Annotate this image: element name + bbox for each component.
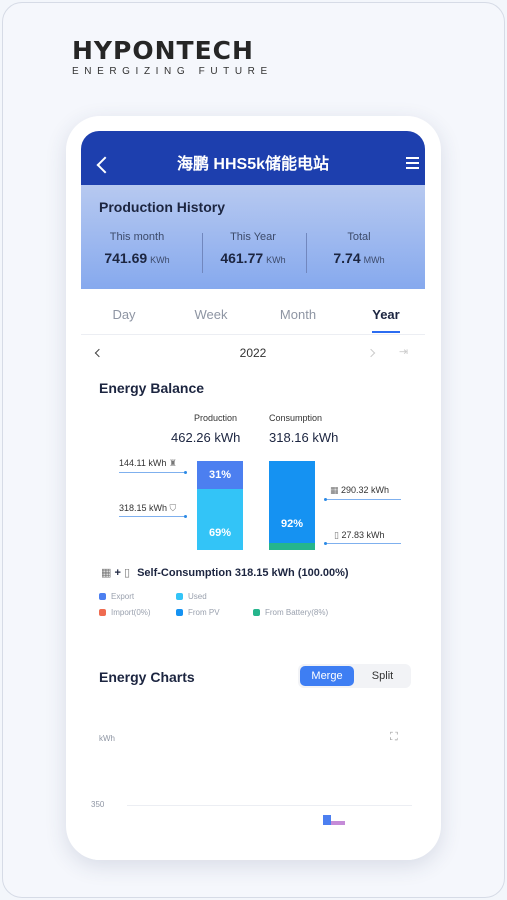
bar-segment-export: 31% (197, 461, 243, 489)
divider (306, 233, 307, 273)
solar-panel-icon: ▦ (101, 567, 112, 579)
divider (202, 233, 203, 273)
bar-segment-from-pv: 92% (269, 461, 315, 543)
brand-tagline: ENERGIZING FUTURE (72, 66, 273, 77)
stat-label: Total (347, 231, 371, 243)
brand-logo: HYPONTECH (72, 36, 254, 65)
battery-icon: ▯ (334, 530, 339, 540)
chart-unit-label: kWh (99, 734, 115, 743)
tab-week[interactable]: Week (194, 307, 228, 322)
app-header: 海鹏 HHS5k储能电站 (81, 131, 425, 185)
brand: HYPONTECH ENERGIZING FUTURE (72, 36, 273, 78)
connector-dot (324, 498, 327, 501)
production-history-card: Production History This month 741.69 KWh … (81, 185, 425, 289)
pv-kwh-label: ▦ 290.32 kWh (330, 485, 390, 495)
grid-tower-icon: ♜ (168, 458, 177, 468)
stat-total: Total 7.74 MWh (303, 231, 415, 266)
shield-icon: ⛉ (169, 503, 177, 513)
y-tick-label: 350 (91, 800, 105, 809)
chart-bar-used (331, 821, 345, 825)
export-kwh-label: 144.11 kWh ♜ (119, 458, 177, 468)
stat-value: 7.74 MWh (333, 250, 385, 266)
legend-import: Import(0%) (99, 608, 151, 617)
production-history-title: Production History (99, 199, 226, 215)
active-tab-indicator (372, 331, 400, 333)
app-screen: 海鹏 HHS5k储能电站 Production History This mon… (81, 131, 425, 860)
tab-year[interactable]: Year (372, 307, 400, 322)
year-label: 2022 (239, 346, 267, 360)
production-value: 462.26 kWh (171, 430, 241, 445)
battery-kwh-label: ▯ 27.83 kWh (334, 530, 385, 540)
year-navigator: 2022 ⇥ (81, 335, 425, 369)
tab-month[interactable]: Month (279, 307, 317, 322)
consumption-label: Consumption (269, 413, 323, 423)
fullscreen-icon[interactable]: ⛶ (390, 731, 398, 743)
bar-segment-used: 69% (197, 489, 243, 550)
stat-this-year: This Year 461.77 KWh (197, 231, 309, 266)
battery-icon: ▯ (123, 567, 131, 579)
connector-line (119, 516, 185, 517)
energy-charts-title: Energy Charts (99, 669, 195, 685)
page-title: 海鹏 HHS5k储能电站 (176, 156, 330, 173)
production-label: Production (194, 413, 238, 423)
menu-icon[interactable] (406, 157, 419, 172)
split-button[interactable]: Split (371, 670, 394, 682)
legend-from-battery: From Battery(8%) (253, 608, 328, 617)
used-kwh-label: 318.15 kWh ⛉ (119, 503, 177, 513)
legend-export: Export (99, 592, 134, 601)
chart-bar-export (323, 815, 331, 825)
connector-dot (184, 471, 187, 474)
tab-day[interactable]: Day (112, 307, 136, 322)
solar-panel-icon: ▦ (330, 485, 339, 495)
connector-line (325, 499, 401, 500)
stat-value: 741.69 KWh (104, 250, 170, 266)
phone-mockup: 海鹏 HHS5k储能电站 Production History This mon… (66, 116, 441, 860)
stat-label: This month (109, 231, 165, 243)
merge-split-toggle: Merge Split (298, 664, 411, 688)
stat-this-month: This month 741.69 KWh (81, 231, 193, 266)
stat-value: 461.77 KWh (220, 250, 286, 266)
self-consumption-summary: ▦ + ▯ Self-Consumption 318.15 kWh (100.0… (101, 567, 349, 579)
legend-used: Used (176, 592, 207, 601)
stat-label: This Year (230, 231, 276, 243)
connector-dot (324, 542, 327, 545)
last-year-icon[interactable]: ⇥ (399, 346, 409, 358)
legend-from-pv: From PV (176, 608, 220, 617)
connector-line (325, 543, 401, 544)
period-tabs: Day Week Month Year (81, 289, 425, 335)
connector-dot (184, 515, 187, 518)
grid-line (127, 805, 412, 806)
bar-segment-from-battery (269, 543, 315, 550)
consumption-value: 318.16 kWh (269, 430, 339, 445)
energy-balance-title: Energy Balance (99, 380, 205, 396)
merge-button[interactable]: Merge (300, 666, 354, 686)
production-bar: 31% 69% (197, 461, 243, 550)
consumption-bar: 92% (269, 461, 315, 550)
connector-line (119, 472, 185, 473)
